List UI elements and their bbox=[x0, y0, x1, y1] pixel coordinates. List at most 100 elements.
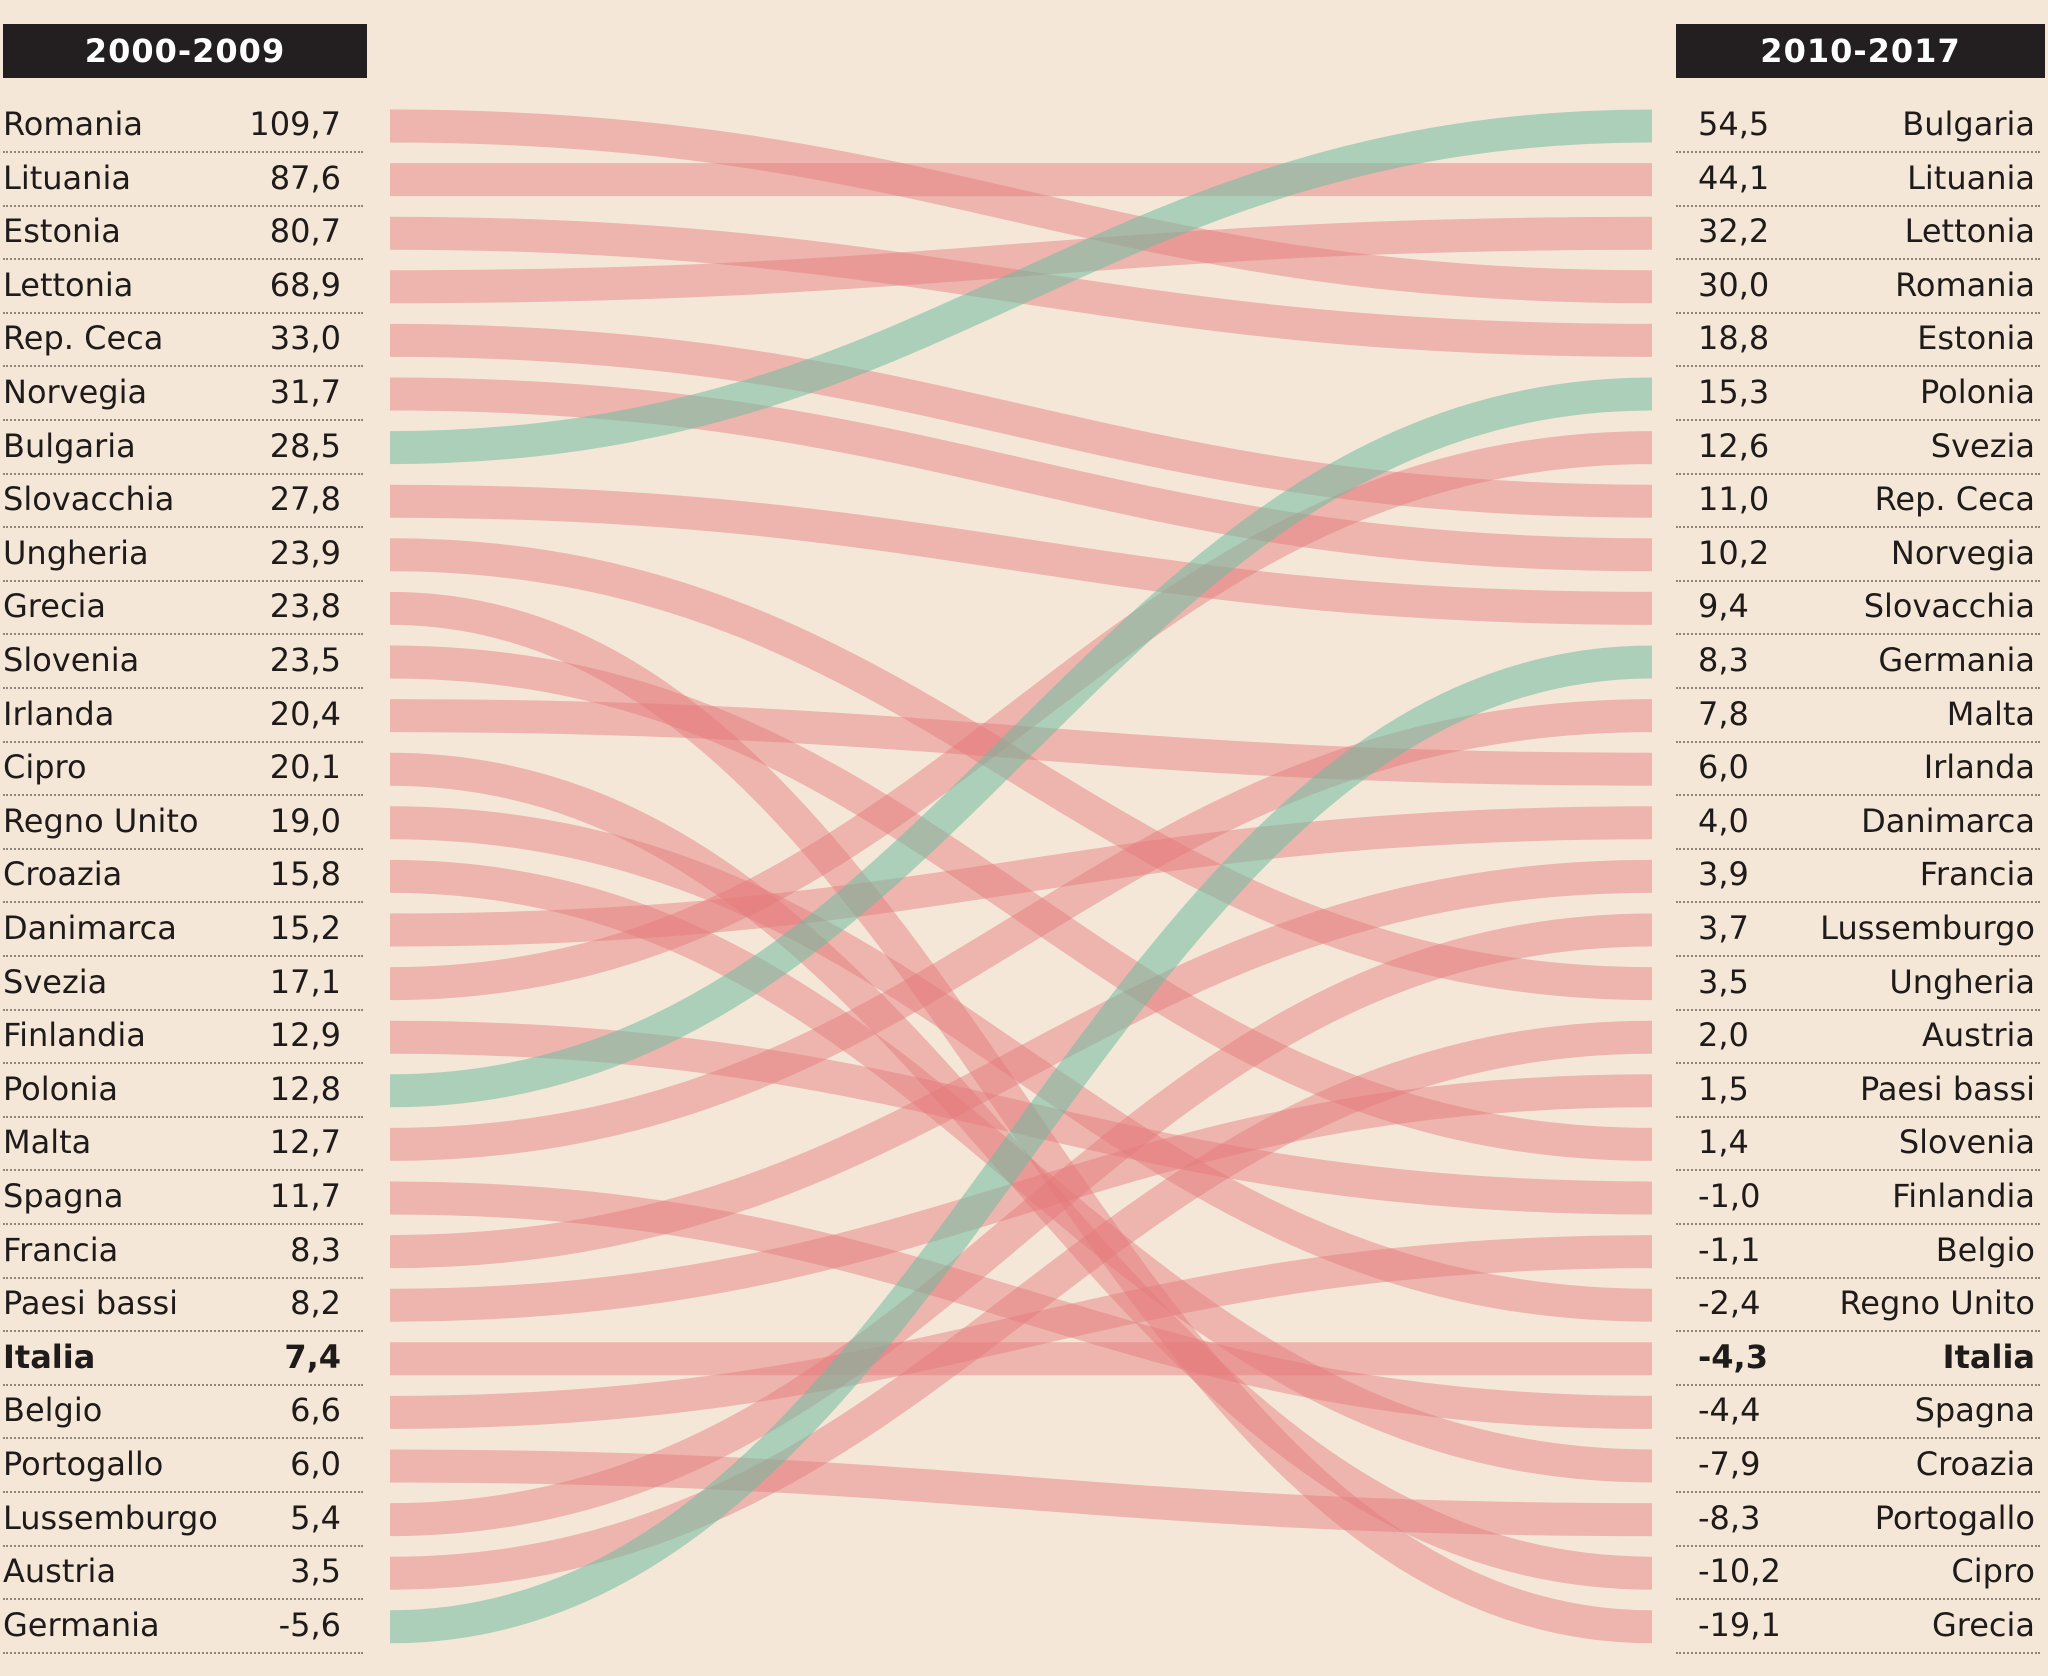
header-2000-2009: 2000-2009 bbox=[3, 24, 367, 78]
right-country-name: Paesi bassi bbox=[1859, 1070, 2035, 1109]
left-country-value: 19,0 bbox=[269, 802, 341, 841]
right-country-value: -1,1 bbox=[1698, 1230, 1761, 1269]
left-row-bulgaria: Bulgaria 28,5 bbox=[3, 421, 363, 475]
right-country-value: -19,1 bbox=[1698, 1606, 1781, 1645]
right-country-name: Lituania bbox=[1907, 158, 2035, 197]
left-country-value: 109,7 bbox=[249, 105, 341, 144]
right-country-name: Lettonia bbox=[1904, 212, 2035, 251]
right-country-name: Finlandia bbox=[1892, 1177, 2035, 1216]
right-row-germania: Germania 8,3 bbox=[1676, 635, 2040, 689]
right-country-value: -7,9 bbox=[1698, 1445, 1761, 1484]
left-row-cipro: Cipro 20,1 bbox=[3, 742, 363, 797]
left-country-name: Spagna bbox=[3, 1177, 124, 1216]
left-country-value: 31,7 bbox=[269, 373, 341, 412]
right-row-malta: Malta 7,8 bbox=[1676, 689, 2040, 743]
right-country-name: Irlanda bbox=[1923, 748, 2035, 787]
right-row-lettonia: Lettonia 32,2 bbox=[1676, 206, 2040, 261]
right-country-name: Svezia bbox=[1930, 426, 2035, 465]
left-country-value: 15,8 bbox=[269, 855, 341, 894]
left-country-value: 27,8 bbox=[269, 480, 341, 519]
right-row-grecia: Grecia -19,1 bbox=[1676, 1600, 2040, 1654]
right-country-name: Rep. Ceca bbox=[1874, 480, 2035, 519]
right-country-value: -4,3 bbox=[1698, 1338, 1768, 1377]
right-row-belgio: Belgio -1,1 bbox=[1676, 1225, 2040, 1279]
left-country-name: Irlanda bbox=[3, 694, 115, 733]
right-country-value: -8,3 bbox=[1698, 1498, 1761, 1537]
left-country-name: Polonia bbox=[3, 1070, 118, 1109]
right-row-danimarca: Danimarca 4,0 bbox=[1676, 796, 2040, 850]
left-country-name: Danimarca bbox=[3, 909, 177, 948]
left-row-estonia: Estonia 80,7 bbox=[3, 206, 363, 261]
right-row-paesi-bassi: Paesi bassi 1,5 bbox=[1676, 1064, 2040, 1118]
right-country-name: Regno Unito bbox=[1839, 1284, 2035, 1323]
left-row-slovenia: Slovenia 23,5 bbox=[3, 635, 363, 689]
left-country-value: 28,5 bbox=[269, 426, 341, 465]
left-country-name: Ungheria bbox=[3, 534, 149, 573]
right-country-value: -1,0 bbox=[1698, 1177, 1761, 1216]
right-row-ungheria: Ungheria 3,5 bbox=[1676, 957, 2040, 1011]
ribbon-portogallo bbox=[389, 1449, 1653, 1537]
left-country-value: 7,4 bbox=[284, 1338, 341, 1377]
right-country-name: Malta bbox=[1946, 694, 2035, 733]
left-row-norvegia: Norvegia 31,7 bbox=[3, 367, 363, 421]
left-country-name: Austria bbox=[3, 1552, 117, 1591]
left-country-name: Malta bbox=[3, 1123, 92, 1162]
right-country-name: Croazia bbox=[1915, 1445, 2035, 1484]
ribbon-regno-unito bbox=[389, 806, 1653, 1322]
left-row-croazia: Croazia 15,8 bbox=[3, 849, 363, 904]
right-country-name: Lussemburgo bbox=[1820, 909, 2035, 948]
ribbon-polonia bbox=[389, 377, 1653, 1108]
right-row-finlandia: Finlandia -1,0 bbox=[1676, 1171, 2040, 1225]
right-row-norvegia: Norvegia 10,2 bbox=[1676, 528, 2040, 582]
right-row-bulgaria: Bulgaria 54,5 bbox=[1676, 99, 2040, 153]
left-row-portogallo: Portogallo 6,0 bbox=[3, 1439, 363, 1493]
right-country-value: 6,0 bbox=[1698, 748, 1749, 787]
left-row-danimarca: Danimarca 15,2 bbox=[3, 903, 363, 957]
left-country-name: Regno Unito bbox=[3, 802, 199, 841]
ribbon-danimarca bbox=[389, 806, 1653, 947]
left-country-name: Lituania bbox=[3, 158, 131, 197]
left-country-name: Bulgaria bbox=[3, 426, 136, 465]
right-country-name: Norvegia bbox=[1890, 534, 2035, 573]
left-country-value: 3,5 bbox=[290, 1552, 341, 1591]
left-country-name: Romania bbox=[3, 105, 143, 144]
right-country-value: -2,4 bbox=[1698, 1284, 1761, 1323]
left-country-name: Francia bbox=[3, 1230, 119, 1269]
ribbon-romania bbox=[389, 109, 1653, 304]
left-country-name: Italia bbox=[3, 1338, 96, 1377]
ribbon-norvegia bbox=[389, 377, 1653, 572]
right-country-value: 8,3 bbox=[1698, 641, 1749, 680]
right-country-value: 30,0 bbox=[1698, 266, 1770, 305]
right-country-value: 3,5 bbox=[1698, 962, 1749, 1001]
left-row-lussemburgo: Lussemburgo 5,4 bbox=[3, 1493, 363, 1547]
left-country-value: 87,6 bbox=[269, 158, 341, 197]
left-country-value: 33,0 bbox=[269, 319, 341, 358]
left-country-value: 12,7 bbox=[269, 1123, 341, 1162]
ribbon-germania bbox=[389, 645, 1653, 1644]
right-country-name: Polonia bbox=[1920, 373, 2035, 412]
right-country-name: Slovacchia bbox=[1863, 587, 2035, 626]
right-country-name: Belgio bbox=[1935, 1230, 2035, 1269]
right-country-value: 32,2 bbox=[1698, 212, 1770, 251]
left-country-value: 8,2 bbox=[290, 1284, 341, 1323]
left-row-malta: Malta 12,7 bbox=[3, 1117, 363, 1172]
left-row-germania: Germania -5,6 bbox=[3, 1600, 363, 1654]
left-country-name: Cipro bbox=[3, 748, 87, 787]
right-country-name: Bulgaria bbox=[1902, 105, 2035, 144]
left-country-value: 20,1 bbox=[269, 748, 341, 787]
right-country-name: Romania bbox=[1895, 266, 2035, 305]
left-country-name: Portogallo bbox=[3, 1445, 164, 1484]
ribbon-slovacchia bbox=[389, 484, 1653, 625]
left-row-francia: Francia 8,3 bbox=[3, 1225, 363, 1279]
left-country-value: 6,0 bbox=[290, 1445, 341, 1484]
left-country-value: 23,5 bbox=[269, 641, 341, 680]
right-country-value: 44,1 bbox=[1698, 158, 1770, 197]
right-country-value: -4,4 bbox=[1698, 1391, 1761, 1430]
right-row-cipro: Cipro -10,2 bbox=[1676, 1546, 2040, 1601]
left-country-value: 5,4 bbox=[290, 1498, 341, 1537]
right-row-italia: Italia -4,3 bbox=[1676, 1332, 2040, 1386]
left-country-value: 17,1 bbox=[269, 962, 341, 1001]
right-country-name: Spagna bbox=[1914, 1391, 2035, 1430]
right-row-lituania: Lituania 44,1 bbox=[1676, 153, 2040, 207]
